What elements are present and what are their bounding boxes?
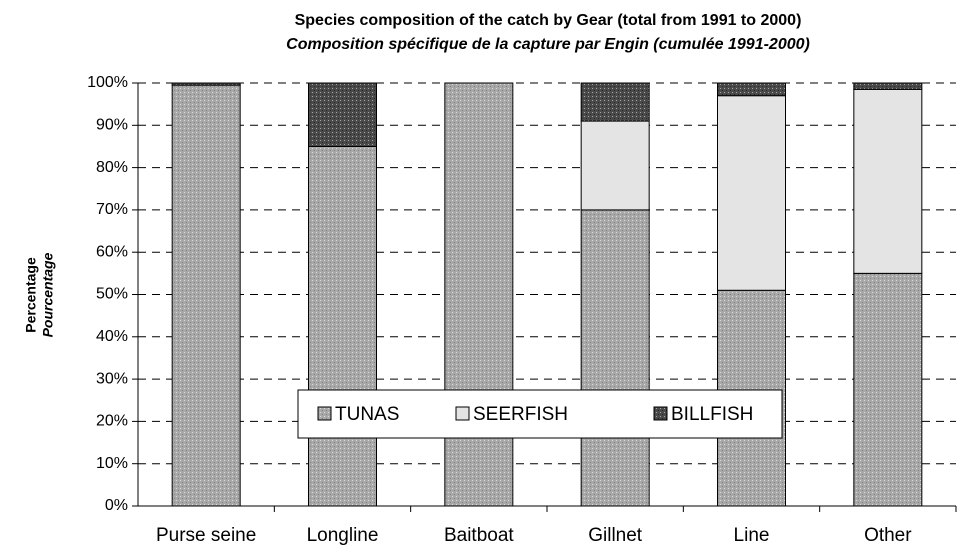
bar-segment <box>580 120 650 211</box>
chart-subtitle: Composition spécifique de la capture par… <box>286 36 810 53</box>
bar-segment <box>444 82 514 507</box>
y-label: Percentage <box>23 257 39 333</box>
legend-swatch <box>317 406 332 421</box>
y-tick-label: 60% <box>96 243 128 260</box>
legend-swatch <box>653 406 668 421</box>
y-label-alt: Pourcentage <box>40 252 56 337</box>
bar-segment <box>580 209 650 507</box>
y-tick-label: 100% <box>87 74 128 91</box>
bar-segment <box>580 82 650 122</box>
bar-segment <box>853 88 923 274</box>
x-tick-label: Longline <box>307 525 379 546</box>
bar-segment <box>308 145 377 507</box>
chart-title: Species composition of the catch by Gear… <box>295 12 802 29</box>
bar-segment <box>853 272 923 507</box>
y-tick-label: 0% <box>105 497 128 514</box>
y-tick-label: 50% <box>96 286 128 303</box>
bar-segment <box>171 82 241 86</box>
y-tick-label: 90% <box>96 117 128 134</box>
y-tick-label: 80% <box>96 159 128 176</box>
y-axis-title: Percentage Pourcentage <box>23 252 56 337</box>
x-tick-label: Other <box>864 525 912 546</box>
x-tick-label: Gillnet <box>588 525 643 546</box>
legend-label: BILLFISH <box>671 404 753 425</box>
y-tick-label: 20% <box>96 413 128 430</box>
legend-label: SEERFISH <box>473 404 568 425</box>
legend: TUNAS SEERFISH BILLFISH <box>297 389 783 439</box>
bar-segment <box>717 95 786 291</box>
y-tick-label: 30% <box>96 370 128 387</box>
y-tick-label: 40% <box>96 328 128 345</box>
x-tick-label: Baitboat <box>444 525 514 546</box>
legend-label: TUNAS <box>335 404 399 425</box>
bar-segment <box>171 84 241 507</box>
y-tick-label: 70% <box>96 201 128 218</box>
bar-segment <box>308 82 377 147</box>
x-tick-label: Purse seine <box>156 525 256 546</box>
x-tick-label: Line <box>734 525 770 546</box>
legend-box <box>297 389 783 439</box>
bar-segment <box>717 82 786 97</box>
bar-segment <box>853 82 923 90</box>
legend-swatch <box>455 406 470 421</box>
y-tick-label: 10% <box>96 455 128 472</box>
